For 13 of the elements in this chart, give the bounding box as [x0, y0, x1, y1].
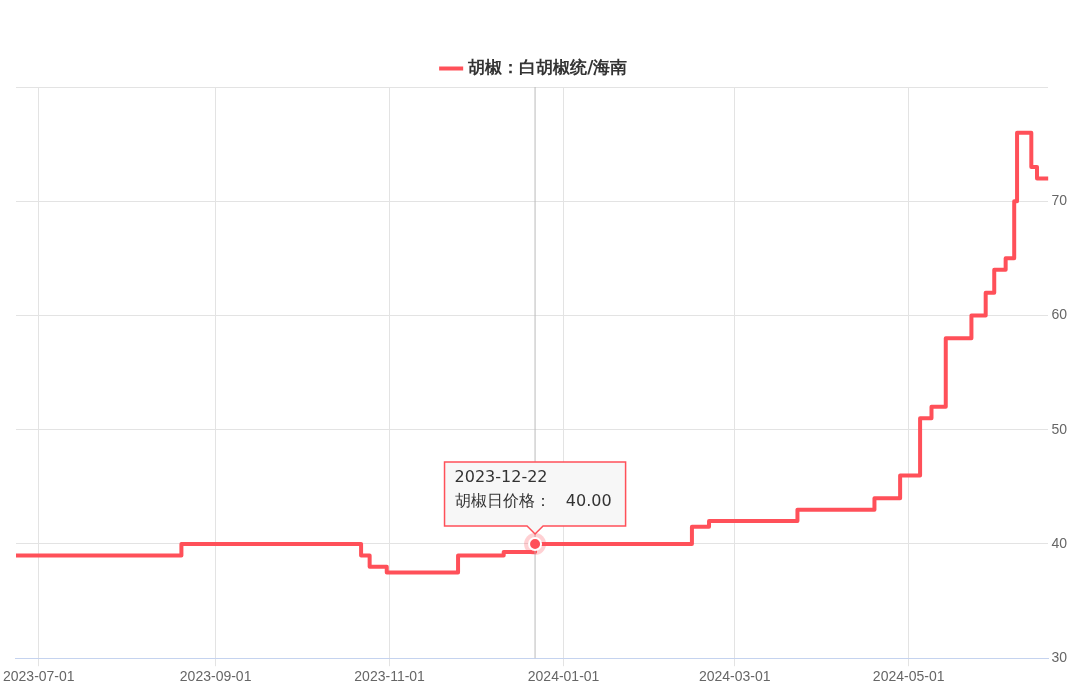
x-tick-label: 2023-11-01 — [354, 668, 426, 685]
x-tick-label: 2024-01-01 — [527, 668, 600, 685]
x-tick-label: 2024-03-01 — [698, 668, 771, 685]
x-tick-label: 2023-07-01 — [2, 668, 75, 685]
y-tick-label: 60 — [1051, 306, 1068, 323]
x-tick-label: 2023-09-01 — [179, 668, 252, 685]
y-tick-label: 30 — [1051, 649, 1068, 666]
y-tick-label: 40 — [1051, 534, 1068, 551]
legend-label: 胡椒：白胡椒统/海南 — [467, 56, 628, 77]
x-tick-label: 2024-05-01 — [872, 668, 945, 685]
y-tick-label: 50 — [1051, 420, 1068, 437]
y-tick-label: 70 — [1051, 192, 1068, 209]
annotation: 2023-12-22 胡椒日价格： 40.00 — [454, 467, 612, 511]
